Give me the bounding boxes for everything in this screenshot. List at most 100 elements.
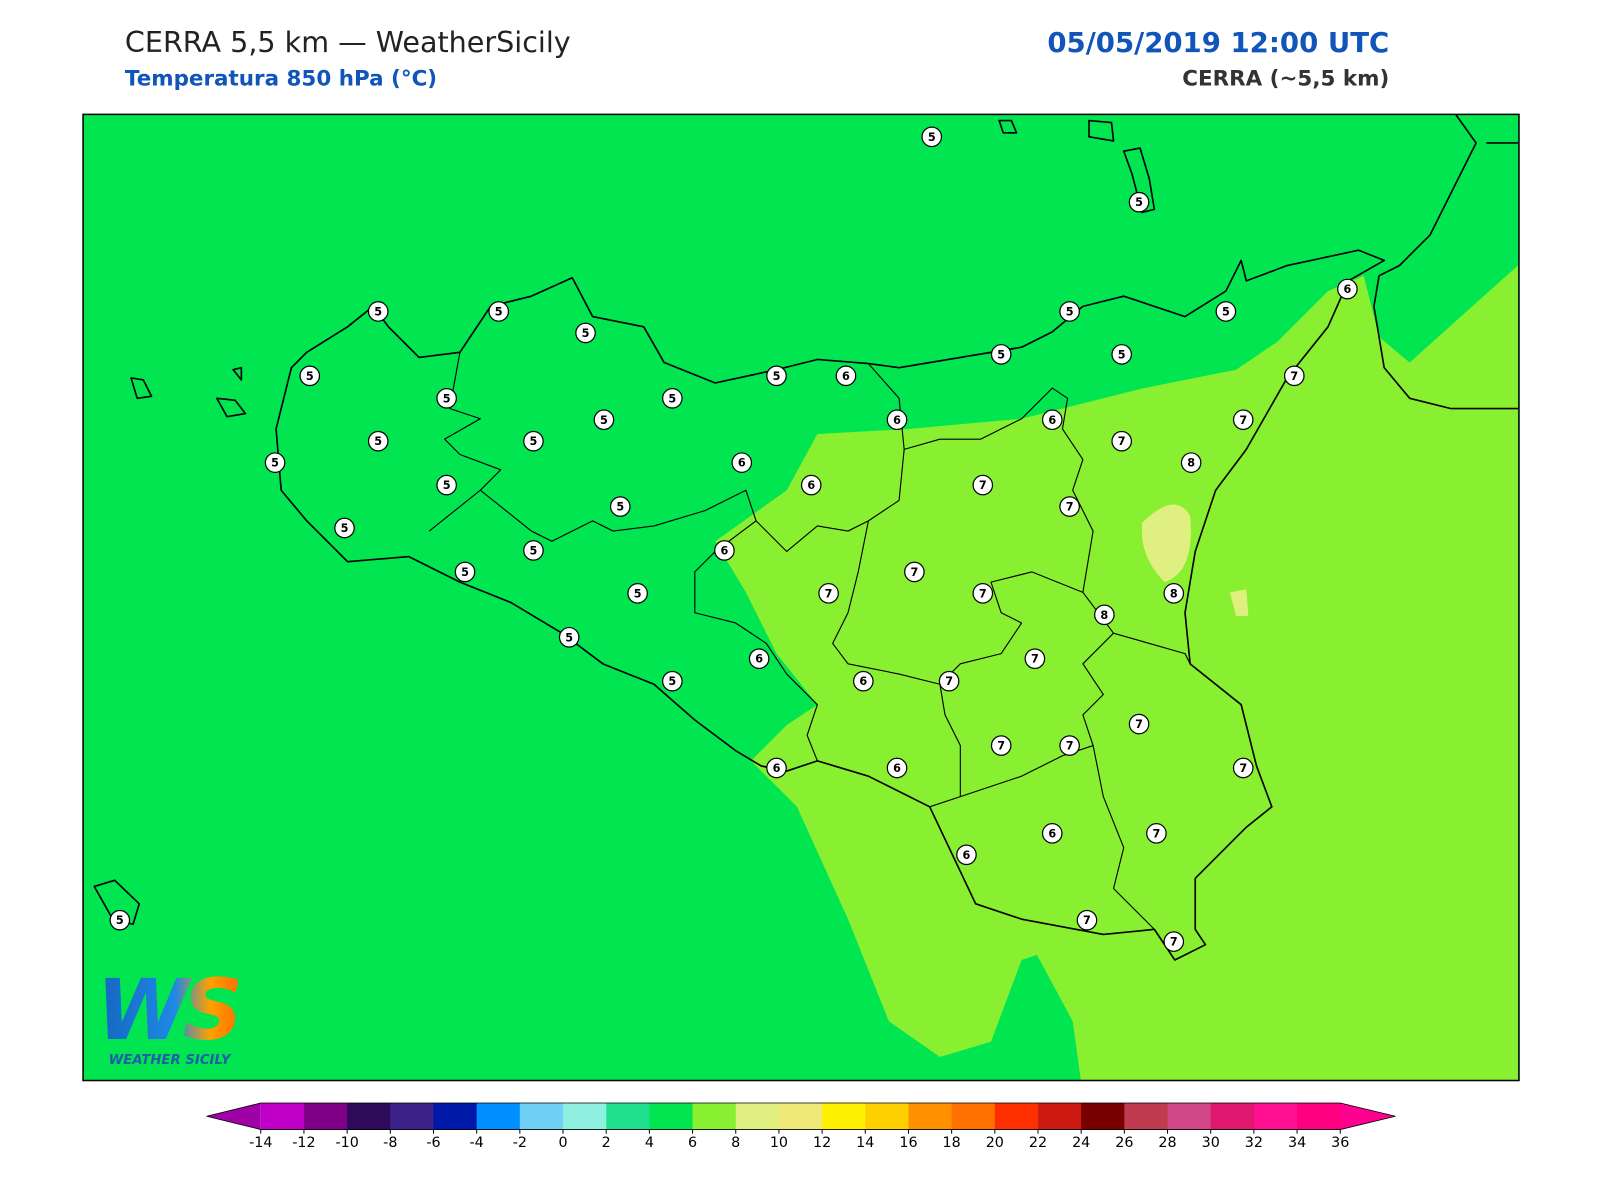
colorbar-segment [1210,1102,1255,1130]
colorbar-segment [735,1102,780,1130]
station-value: 5 [773,370,781,383]
province-border [428,352,502,532]
station-value: 6 [773,762,781,775]
station-marker [1059,735,1080,756]
station-value: 5 [1066,306,1074,319]
station-marker [334,517,355,539]
station-value: 6 [807,479,815,492]
colorbar-segment [519,1102,564,1130]
station-value: 8 [1100,609,1108,622]
station-value: 7 [1290,370,1298,383]
station-marker [264,452,286,473]
station-marker [835,365,857,387]
date: 05/05/2019 12:00 UTC [1047,26,1389,59]
colorbar-segment [994,1102,1039,1130]
station-value: 6 [1343,283,1351,296]
colorbar-tick-label: 4 [645,1135,654,1151]
colorbar-segment [476,1102,521,1130]
colorbar-tick-label: 34 [1288,1135,1306,1151]
station-marker [1059,496,1080,517]
station-value: 5 [461,566,469,579]
colorbar-under [206,1102,261,1130]
colorbar-segment [692,1102,737,1130]
station-value: 5 [374,435,382,448]
province-border [1092,745,1155,930]
station-value: 6 [893,414,901,427]
station-value: 7 [1239,762,1247,775]
station-marker [956,844,977,866]
station-value: 6 [963,849,971,862]
map-frame [82,113,1520,1082]
station-value: 6 [859,675,867,688]
colorbar-tick-label: -2 [513,1135,527,1151]
station-marker [609,496,631,517]
colorbar-tick-label: -6 [426,1135,440,1151]
station-marker [1059,301,1080,322]
colorbar-segment [606,1102,650,1130]
station-marker [766,757,787,779]
colorbar-segment [260,1102,305,1130]
station-value: 5 [306,370,314,383]
station-value: 5 [443,392,451,405]
station-value: 6 [721,544,729,557]
station-marker [367,430,389,452]
station-value: 7 [1135,718,1143,731]
colorbar-tick-label: 8 [731,1135,740,1151]
colorbar-tick-label: 22 [1029,1135,1047,1151]
station-marker [1111,430,1133,452]
station-value: 5 [668,392,676,405]
colorbar-tick-label: -8 [383,1135,397,1151]
station-marker [1163,931,1185,952]
station-marker [299,365,321,387]
colorbar: -14 -12 -10 -8 -6 -4 -2 0 2 4 6 8 10 12 14 16 18 20 22 24 26… [206,1102,1396,1151]
colorbar-segment [778,1102,823,1130]
colorbar-tick-label: 30 [1202,1135,1220,1151]
colorbar-tick-label: 2 [602,1135,611,1151]
colorbar-segment [1297,1102,1341,1130]
station-marker [714,540,735,561]
station-value: 7 [997,740,1005,753]
station-marker [904,561,925,583]
station-marker [1128,713,1150,735]
station-value: 8 [1170,587,1178,600]
colorbar-segment [865,1102,909,1130]
station-marker [436,387,457,409]
station-value: 5 [668,675,676,688]
station-value: 7 [910,566,918,579]
station-marker [1041,823,1063,844]
station-marker [367,301,389,322]
colorbar-segment [563,1102,607,1130]
station-marker [1232,409,1254,431]
station-marker [1337,278,1358,300]
province-border [939,684,961,797]
station-value: 7 [1031,653,1039,666]
colorbar-tick-label: 28 [1158,1135,1176,1151]
station-marker [1024,648,1046,670]
station-marker [1215,301,1237,322]
station-value: 5 [1222,306,1230,319]
colorbar-tick-label: 16 [899,1135,917,1151]
station-value: 7 [979,479,987,492]
coastline [275,249,1385,961]
colorbar-over [1340,1102,1396,1130]
station-value: 5 [530,435,538,448]
station-marker [454,561,476,583]
station-value: 5 [582,327,590,340]
province-border [832,387,1094,685]
colorbar-segment [1167,1102,1212,1130]
station-marker [731,452,753,473]
station-value: 7 [979,587,987,600]
station-value: 5 [495,306,503,319]
station-value: 5 [374,306,382,319]
model: CERRA (~5,5 km) [1182,67,1389,92]
station-marker [662,387,683,409]
coastline [1373,113,1518,410]
colorbar-segment [1037,1102,1082,1130]
colorbar-segment [908,1102,953,1130]
station-value: 6 [893,762,901,775]
colorbar-segment [822,1102,866,1130]
colorbar-tick-label: 0 [558,1135,567,1151]
station-marker [766,365,787,387]
station-marker [1283,365,1305,387]
